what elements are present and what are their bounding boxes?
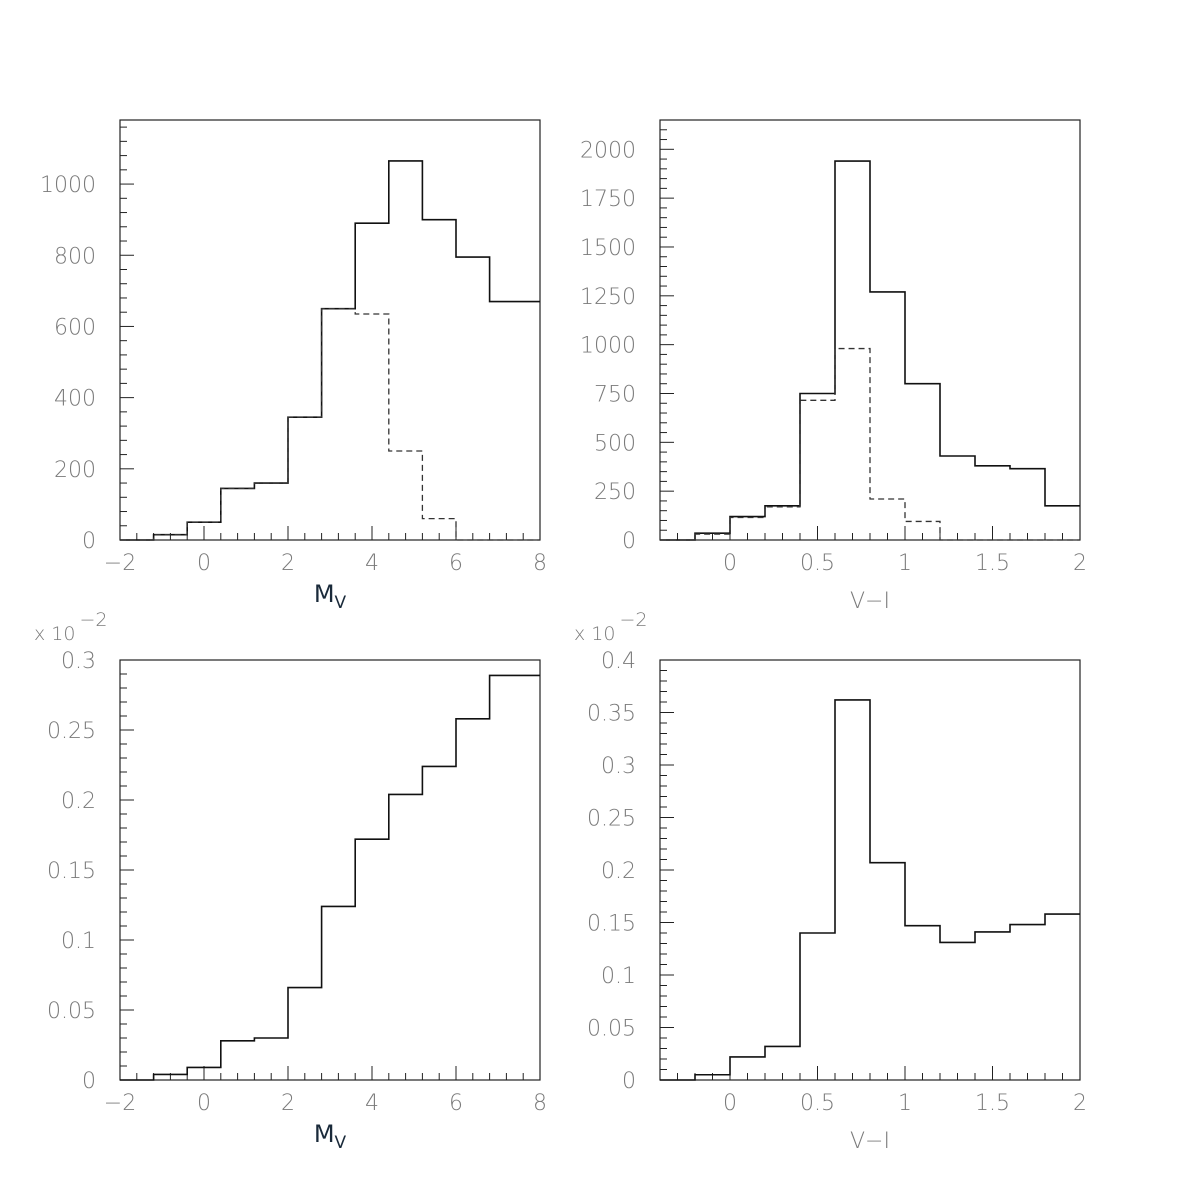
- x-tick-label: 1.5: [975, 551, 1010, 576]
- y-tick-label: 0.2: [61, 789, 96, 814]
- x-tick-label: 0: [197, 1091, 211, 1116]
- histogram-dashed-series: [120, 307, 540, 541]
- y-tick-label: 0.25: [587, 807, 636, 832]
- y-tick-label: 0: [622, 1069, 636, 1094]
- x-tick-label: 2: [1073, 551, 1087, 576]
- histogram-solid-series: [120, 674, 540, 1081]
- histogram-dashed-series: [660, 347, 1080, 541]
- y-tick-label: 0.3: [61, 649, 96, 674]
- y-tick-label: 2000: [580, 138, 636, 163]
- y-tick-label: 800: [54, 244, 96, 269]
- y-tick-label: 1500: [580, 236, 636, 261]
- x-tick-label: 1: [898, 551, 912, 576]
- y-tick-label: 0.05: [47, 999, 96, 1024]
- x-tick-label: 0.5: [800, 551, 835, 576]
- x-tick-label: 8: [533, 551, 547, 576]
- x-tick-label: 0.5: [800, 1091, 835, 1116]
- y-tick-label: 1000: [580, 334, 636, 359]
- x-tick-label: 0: [723, 1091, 737, 1116]
- y-tick-label: 0.05: [587, 1017, 636, 1042]
- x-tick-label: −2: [104, 551, 136, 576]
- y-scale-multiplier: x 10−2: [34, 609, 107, 645]
- y-scale-exponent: −2: [619, 609, 647, 631]
- x-axis-label: MV: [314, 580, 347, 613]
- x-tick-label: 6: [449, 1091, 463, 1116]
- y-tick-label: 1250: [580, 285, 636, 310]
- y-tick-label: 0.15: [587, 912, 636, 937]
- y-tick-label: 0: [82, 529, 96, 554]
- x-tick-label: 8: [533, 1091, 547, 1116]
- plot-frame: [119, 119, 541, 541]
- histogram-solid-series: [660, 699, 1080, 1081]
- x-tick-label: −2: [104, 1091, 136, 1116]
- x-axis-label: MV: [314, 1120, 347, 1153]
- y-tick-label: 0.15: [47, 859, 96, 884]
- x-tick-label: 0: [723, 551, 737, 576]
- y-scale-multiplier: x 10−2: [574, 609, 647, 645]
- y-tick-label: 200: [54, 458, 96, 483]
- y-tick-label: 0.3: [601, 754, 636, 779]
- y-tick-label: 0.2: [601, 859, 636, 884]
- panel-top-right: 0 0.5 1 1.5 2 0 250 500 750 1000 1250 1500 1750 2000 V…: [580, 119, 1087, 614]
- x-axis-label-subscript: V: [335, 1133, 347, 1153]
- y-tick-label: 500: [594, 431, 636, 456]
- y-tick-label: 0: [82, 1069, 96, 1094]
- y-tick-label: 0.25: [47, 719, 96, 744]
- plot-frame: [119, 659, 541, 1081]
- histogram-solid-series: [120, 160, 540, 541]
- y-scale-exponent: −2: [79, 609, 107, 631]
- y-tick-label: 750: [594, 382, 636, 407]
- x-tick-label: 2: [1073, 1091, 1087, 1116]
- y-tick-label: 0.1: [601, 964, 636, 989]
- y-tick-label: 1000: [40, 173, 96, 198]
- y-tick-label: 1750: [580, 187, 636, 212]
- panel-bottom-left: −2 0 2 4 6 8 0 0.05 0.1 0.15 0.2 0.25 0.3 MV x 10−2: [34, 609, 547, 1153]
- y-tick-label: 0: [622, 529, 636, 554]
- panel-top-left: −2 0 2 4 6 8 0 200 400 600 800 1000 MV: [40, 119, 547, 613]
- x-axis-label: V−I: [850, 589, 890, 614]
- panel-bottom-right: 0 0.5 1 1.5 2 0 0.05 0.1 0.15 0.2 0.25 0.3 0.35 0.4 V−…: [574, 609, 1087, 1154]
- x-axis-label-subscript: V: [335, 593, 347, 613]
- y-tick-label: 0.35: [587, 702, 636, 727]
- x-tick-label: 6: [449, 551, 463, 576]
- x-tick-label: 1.5: [975, 1091, 1010, 1116]
- x-tick-label: 2: [281, 551, 295, 576]
- x-tick-label: 0: [197, 551, 211, 576]
- x-tick-label: 1: [898, 1091, 912, 1116]
- x-tick-label: 4: [365, 1091, 379, 1116]
- y-tick-label: 0.4: [601, 649, 636, 674]
- y-tick-label: 250: [594, 480, 636, 505]
- x-axis-label: V−I: [850, 1129, 890, 1154]
- y-tick-label: 0.1: [61, 929, 96, 954]
- x-tick-label: 4: [365, 551, 379, 576]
- y-tick-label: 600: [54, 315, 96, 340]
- x-tick-label: 2: [281, 1091, 295, 1116]
- y-tick-label: 400: [54, 387, 96, 412]
